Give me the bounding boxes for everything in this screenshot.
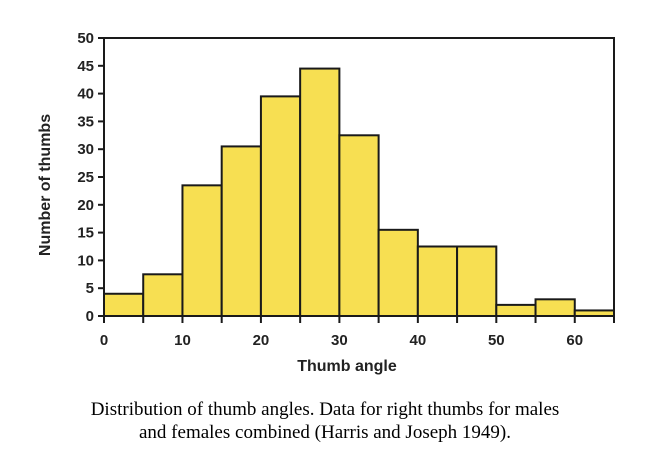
x-tick-label: 0 [100,332,108,349]
histogram-bar [456,245,498,317]
y-axis: 0 5 10 15 20 25 30 35 40 45 50 [77,30,104,325]
x-axis-title: Thumb angle [297,358,397,375]
histogram-bar [495,303,537,318]
x-axis: 0 10 20 30 40 50 60 [100,316,615,349]
x-tick-label: 10 [174,332,191,349]
x-tick-label: 20 [253,332,270,349]
histogram-bar [338,134,380,317]
caption-line-1: Distribution of thumb angles. Data for r… [90,399,560,420]
y-tick-label: 10 [77,252,94,269]
x-tick-label: 60 [566,332,583,349]
histogram-bar [377,228,419,318]
y-tick-label: 30 [77,141,94,158]
y-tick-label: 20 [77,197,94,214]
histogram-bars [103,67,615,318]
x-tick-label: 50 [488,332,505,349]
x-tick-label: 30 [331,332,348,349]
histogram-bar [103,292,145,318]
y-axis-title: Number of thumbs [37,114,54,256]
histogram-bar [416,245,459,317]
y-tick-label: 15 [77,225,94,242]
histogram-bar [259,95,302,317]
histogram-chart: 0 5 10 15 20 25 30 35 40 45 50 0 10 20 30 40 50 60 Thumb… [37,30,615,375]
x-tick-label: 40 [410,332,427,349]
histogram-bar [142,273,184,317]
figure-caption: Distribution of thumb angles. Data for r… [0,398,650,444]
y-tick-label: 0 [86,308,94,325]
y-tick-label: 45 [77,58,94,75]
histogram-bar [534,298,576,318]
y-tick-label: 35 [77,113,94,130]
histogram-bar [181,184,223,317]
histogram-bar [220,145,262,317]
caption-line-2: and females combined (Harris and Joseph … [139,422,511,443]
y-tick-label: 50 [77,30,94,47]
histogram-bar [299,67,341,317]
y-tick-label: 25 [77,169,94,186]
y-tick-label: 5 [86,280,94,297]
y-tick-label: 40 [77,86,94,103]
